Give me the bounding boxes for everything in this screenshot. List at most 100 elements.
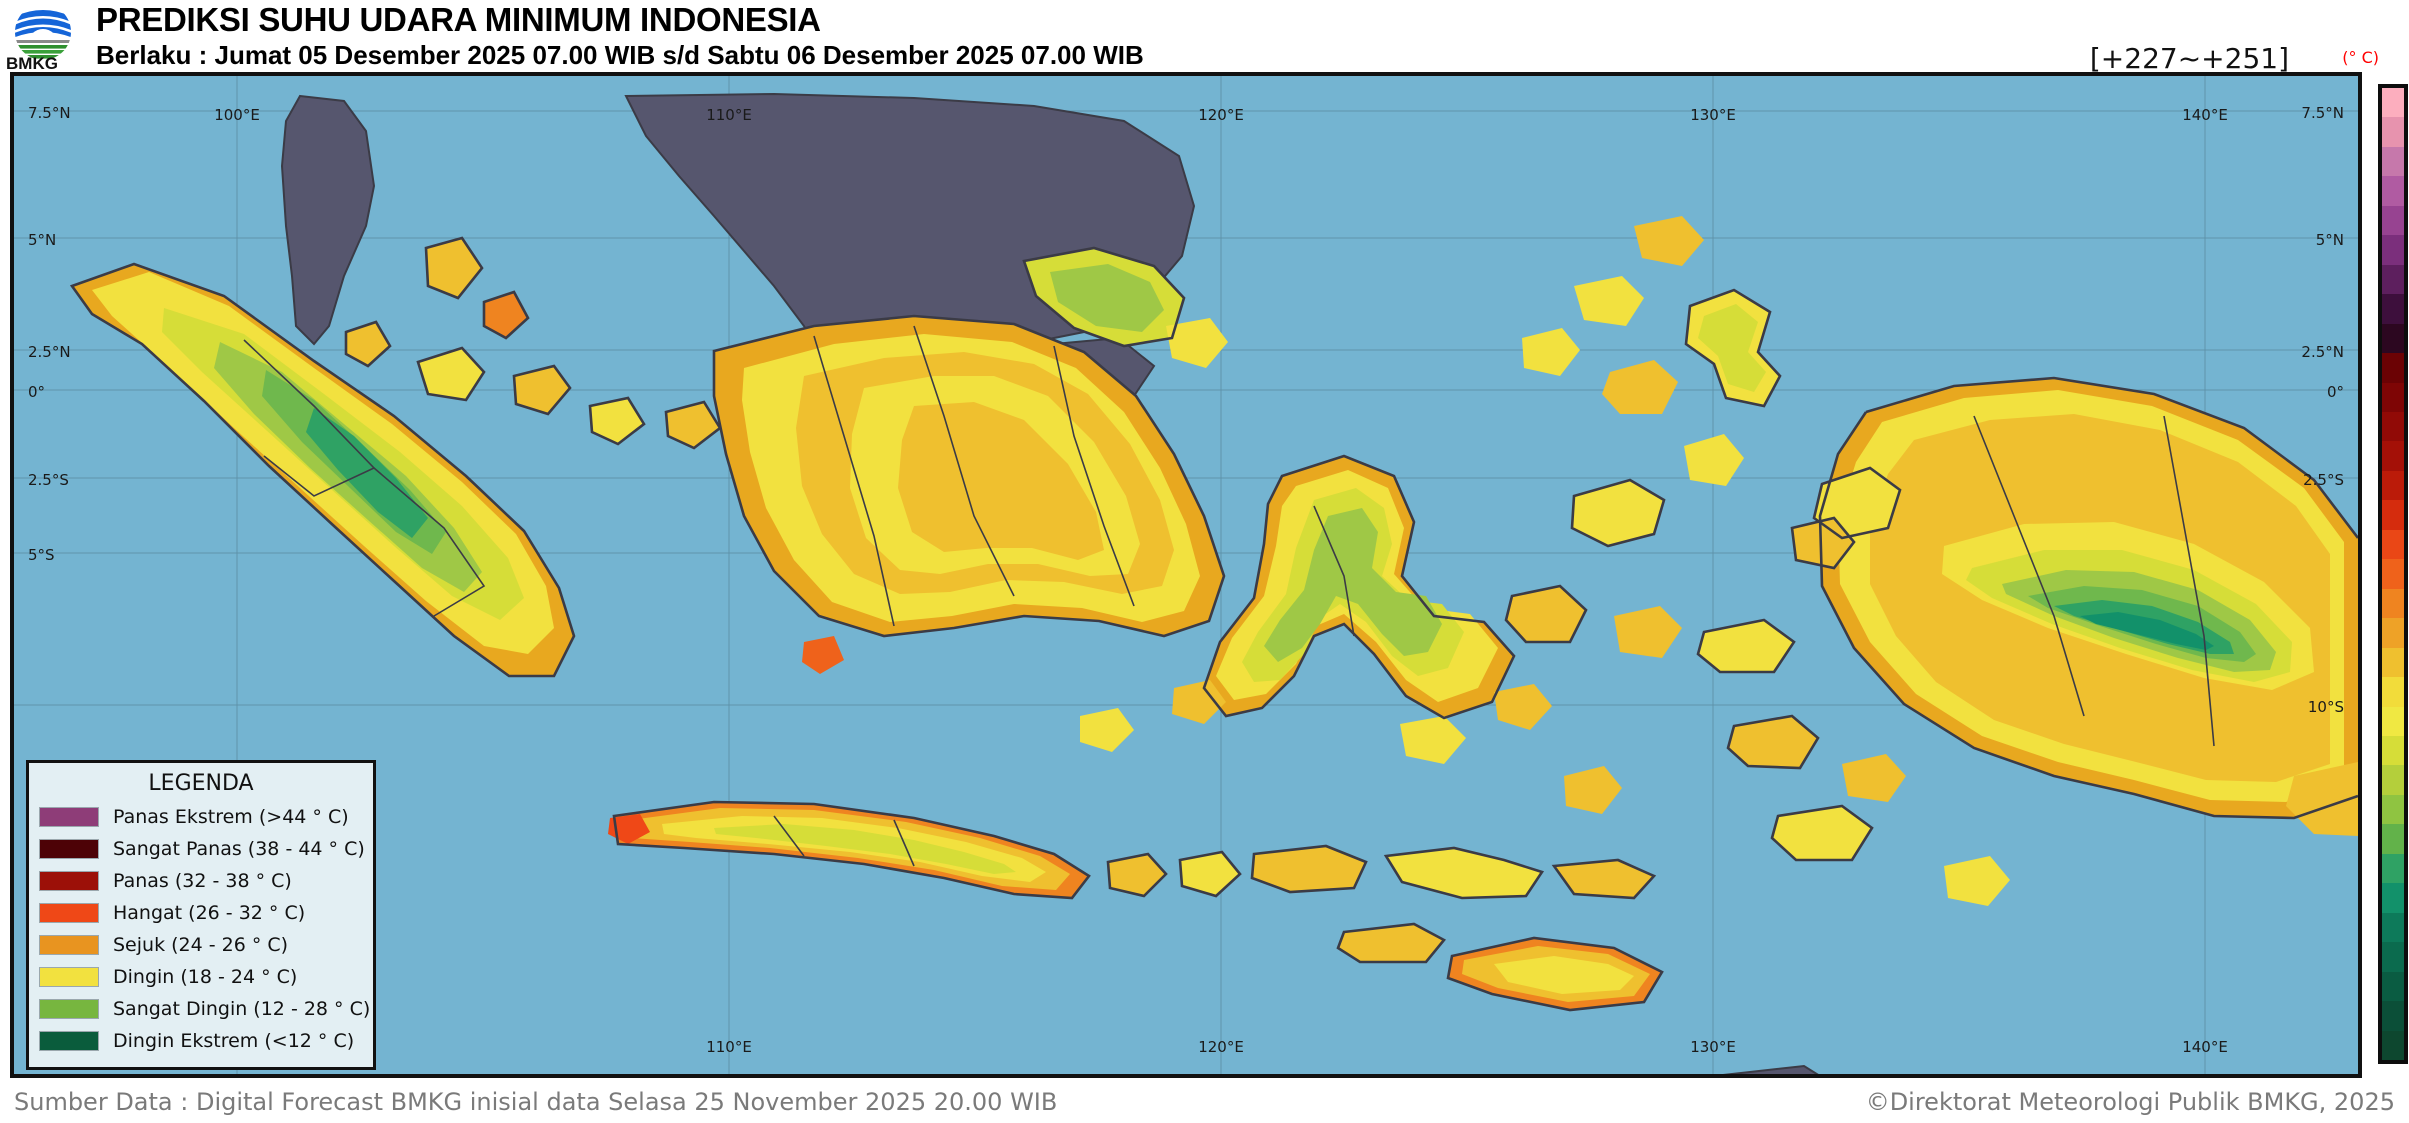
- colorbar-cell-29: [2382, 942, 2404, 972]
- lat-label-right-0: 7.5°N: [2301, 104, 2344, 122]
- page-title: PREDIKSI SUHU UDARA MINIMUM INDONESIA: [96, 1, 821, 38]
- colorbar-cell-20: [2382, 677, 2404, 707]
- legend-swatch-5: [39, 967, 99, 987]
- colorbar-cell-18: [2382, 618, 2404, 648]
- colorbar-cell-26: [2382, 853, 2404, 884]
- legend-label-7: Dingin Ekstrem (<12 ° C): [113, 1030, 355, 1052]
- legend-title: LEGENDA: [148, 771, 254, 796]
- lat-label-left-0: 7.5°N: [28, 104, 71, 122]
- colorbar-cell-15: [2382, 529, 2404, 560]
- colorbar-cell-14: [2382, 500, 2404, 530]
- lat-label-left-4: 2.5°S: [28, 471, 69, 489]
- colorbar-cell-9: [2382, 353, 2404, 383]
- lat-label-left-1: 5°N: [28, 231, 57, 249]
- colorbar-cell-10: [2382, 382, 2404, 412]
- colorbar[interactable]: 5350484644424038363432302826242220181614…: [2378, 84, 2408, 1064]
- colorbar-cell-1: [2382, 117, 2404, 147]
- temperature-field: [72, 216, 2358, 1010]
- colorbar-cell-32: [2382, 1030, 2404, 1060]
- legend-label-5: Dingin (18 - 24 ° C): [113, 966, 298, 988]
- colorbar-cell-3: [2382, 176, 2404, 206]
- lon-label-bottom-2: 120°E: [1198, 1038, 1244, 1056]
- colorbar-cell-16: [2382, 559, 2404, 589]
- colorbar-cell-0: [2382, 88, 2404, 118]
- page-header: BMKG PREDIKSI SUHU UDARA MINIMUM INDONES…: [0, 0, 2409, 75]
- lon-label-bottom-1: 110°E: [706, 1038, 752, 1056]
- colorbar-cell-24: [2382, 794, 2404, 825]
- lat-label-right-1: 5°N: [2315, 231, 2344, 249]
- lat-label-right-5: 10°S: [2307, 698, 2344, 716]
- legend-swatch-4: [39, 935, 99, 955]
- value-range: [+227~+251]: [2090, 42, 2289, 75]
- colorbar-cell-12: [2382, 441, 2404, 471]
- validity-subtitle: Berlaku : Jumat 05 Desember 2025 07.00 W…: [96, 40, 1144, 70]
- legend-swatch-7: [39, 1031, 99, 1051]
- legend-swatch-1: [39, 839, 99, 859]
- lat-label-right-2: 2.5°N: [2301, 343, 2344, 361]
- colorbar-cell-30: [2382, 971, 2404, 1002]
- colorbar-cell-8: [2382, 323, 2404, 354]
- colorbar-cell-28: [2382, 912, 2404, 943]
- title-block: PREDIKSI SUHU UDARA MINIMUM INDONESIA Be…: [96, 1, 1144, 71]
- colorbar-cell-21: [2382, 706, 2404, 736]
- lon-label-top-0: 100°E: [214, 106, 260, 124]
- legend-swatch-6: [39, 999, 99, 1019]
- legend-label-2: Panas (32 - 38 ° C): [113, 870, 292, 892]
- legend-swatch-2: [39, 871, 99, 891]
- legend-item-2: Panas (32 - 38 ° C): [39, 865, 363, 897]
- legend-label-4: Sejuk (24 - 26 ° C): [113, 934, 289, 956]
- legend-rows: Panas Ekstrem (>44 ° C) Sangat Panas (38 …: [39, 801, 370, 1057]
- colorbar-cell-31: [2382, 1001, 2404, 1031]
- legend-label-3: Hangat (26 - 32 ° C): [113, 902, 306, 924]
- lon-label-top-2: 120°E: [1198, 106, 1244, 124]
- colorbar-cell-6: [2382, 264, 2404, 295]
- lon-label-top-4: 140°E: [2182, 106, 2228, 124]
- colorbar-cell-23: [2382, 765, 2404, 795]
- legend-item-5: Dingin (18 - 24 ° C): [39, 961, 363, 993]
- legend-item-6: Sangat Dingin (12 - 28 ° C): [39, 993, 370, 1025]
- legend-item-3: Hangat (26 - 32 ° C): [39, 897, 363, 929]
- legend-item-0: Panas Ekstrem (>44 ° C): [39, 801, 363, 833]
- copyright-text: ©Direktorat Meteorologi Publik BMKG, 202…: [1865, 1088, 2395, 1116]
- lat-label-left-5: 5°S: [28, 546, 55, 564]
- legend-item-1: Sangat Panas (38 - 44 ° C): [39, 833, 365, 865]
- colorbar-cell-11: [2382, 411, 2404, 442]
- legend-swatch-3: [39, 903, 99, 923]
- colorbar-cell-13: [2382, 470, 2404, 501]
- map-frame[interactable]: 7.5°N 5°N 2.5°N 0° 2.5°S 5°S 7.5°N 5°N 2…: [10, 72, 2362, 1078]
- colorbar-cell-27: [2382, 883, 2404, 913]
- colorbar-cell-2: [2382, 146, 2404, 177]
- source-text: Sumber Data : Digital Forecast BMKG inis…: [14, 1088, 1058, 1116]
- lon-label-top-3: 130°E: [1690, 106, 1736, 124]
- lat-label-right-3: 0°: [2326, 383, 2344, 401]
- legend-item-4: Sejuk (24 - 26 ° C): [39, 929, 363, 961]
- lon-label-bottom-4: 140°E: [2182, 1038, 2228, 1056]
- legend-label-6: Sangat Dingin (12 - 28 ° C): [113, 998, 371, 1020]
- colorbar-cell-25: [2382, 824, 2404, 854]
- colorbar-cell-4: [2382, 205, 2404, 236]
- unit-label: (° C): [2342, 48, 2379, 67]
- lat-label-right-4: 2.5°S: [2303, 471, 2344, 489]
- legend-swatch-0: [39, 807, 99, 827]
- colorbar-cell-5: [2382, 235, 2404, 265]
- legend-label-1: Sangat Panas (38 - 44 ° C): [113, 838, 365, 860]
- lat-label-left-2: 2.5°N: [28, 343, 71, 361]
- value-range-text: [+227~+251]: [2089, 42, 2289, 75]
- colorbar-cell-19: [2382, 647, 2404, 678]
- bmkg-logo: BMKG: [6, 4, 84, 70]
- legend-label-0: Panas Ekstrem (>44 ° C): [113, 806, 349, 828]
- colorbar-cell-7: [2382, 294, 2404, 324]
- legend-item-7: Dingin Ekstrem (<12 ° C): [39, 1025, 363, 1057]
- coastline-layer: [69, 236, 2358, 1012]
- colorbar-gradient[interactable]: [2378, 84, 2408, 1064]
- bmkg-logo-text: BMKG: [6, 54, 58, 70]
- legend-box: LEGENDA Panas Ekstrem (>44 ° C) Sangat Pa…: [26, 760, 376, 1070]
- colorbar-cell-17: [2382, 588, 2404, 619]
- page-footer: Sumber Data : Digital Forecast BMKG inis…: [0, 1082, 2409, 1123]
- lon-label-top-1: 110°E: [706, 106, 752, 124]
- lat-label-left-3: 0°: [28, 383, 46, 401]
- colorbar-cell-22: [2382, 735, 2404, 766]
- lon-label-bottom-3: 130°E: [1690, 1038, 1736, 1056]
- map-canvas[interactable]: [14, 76, 2358, 1074]
